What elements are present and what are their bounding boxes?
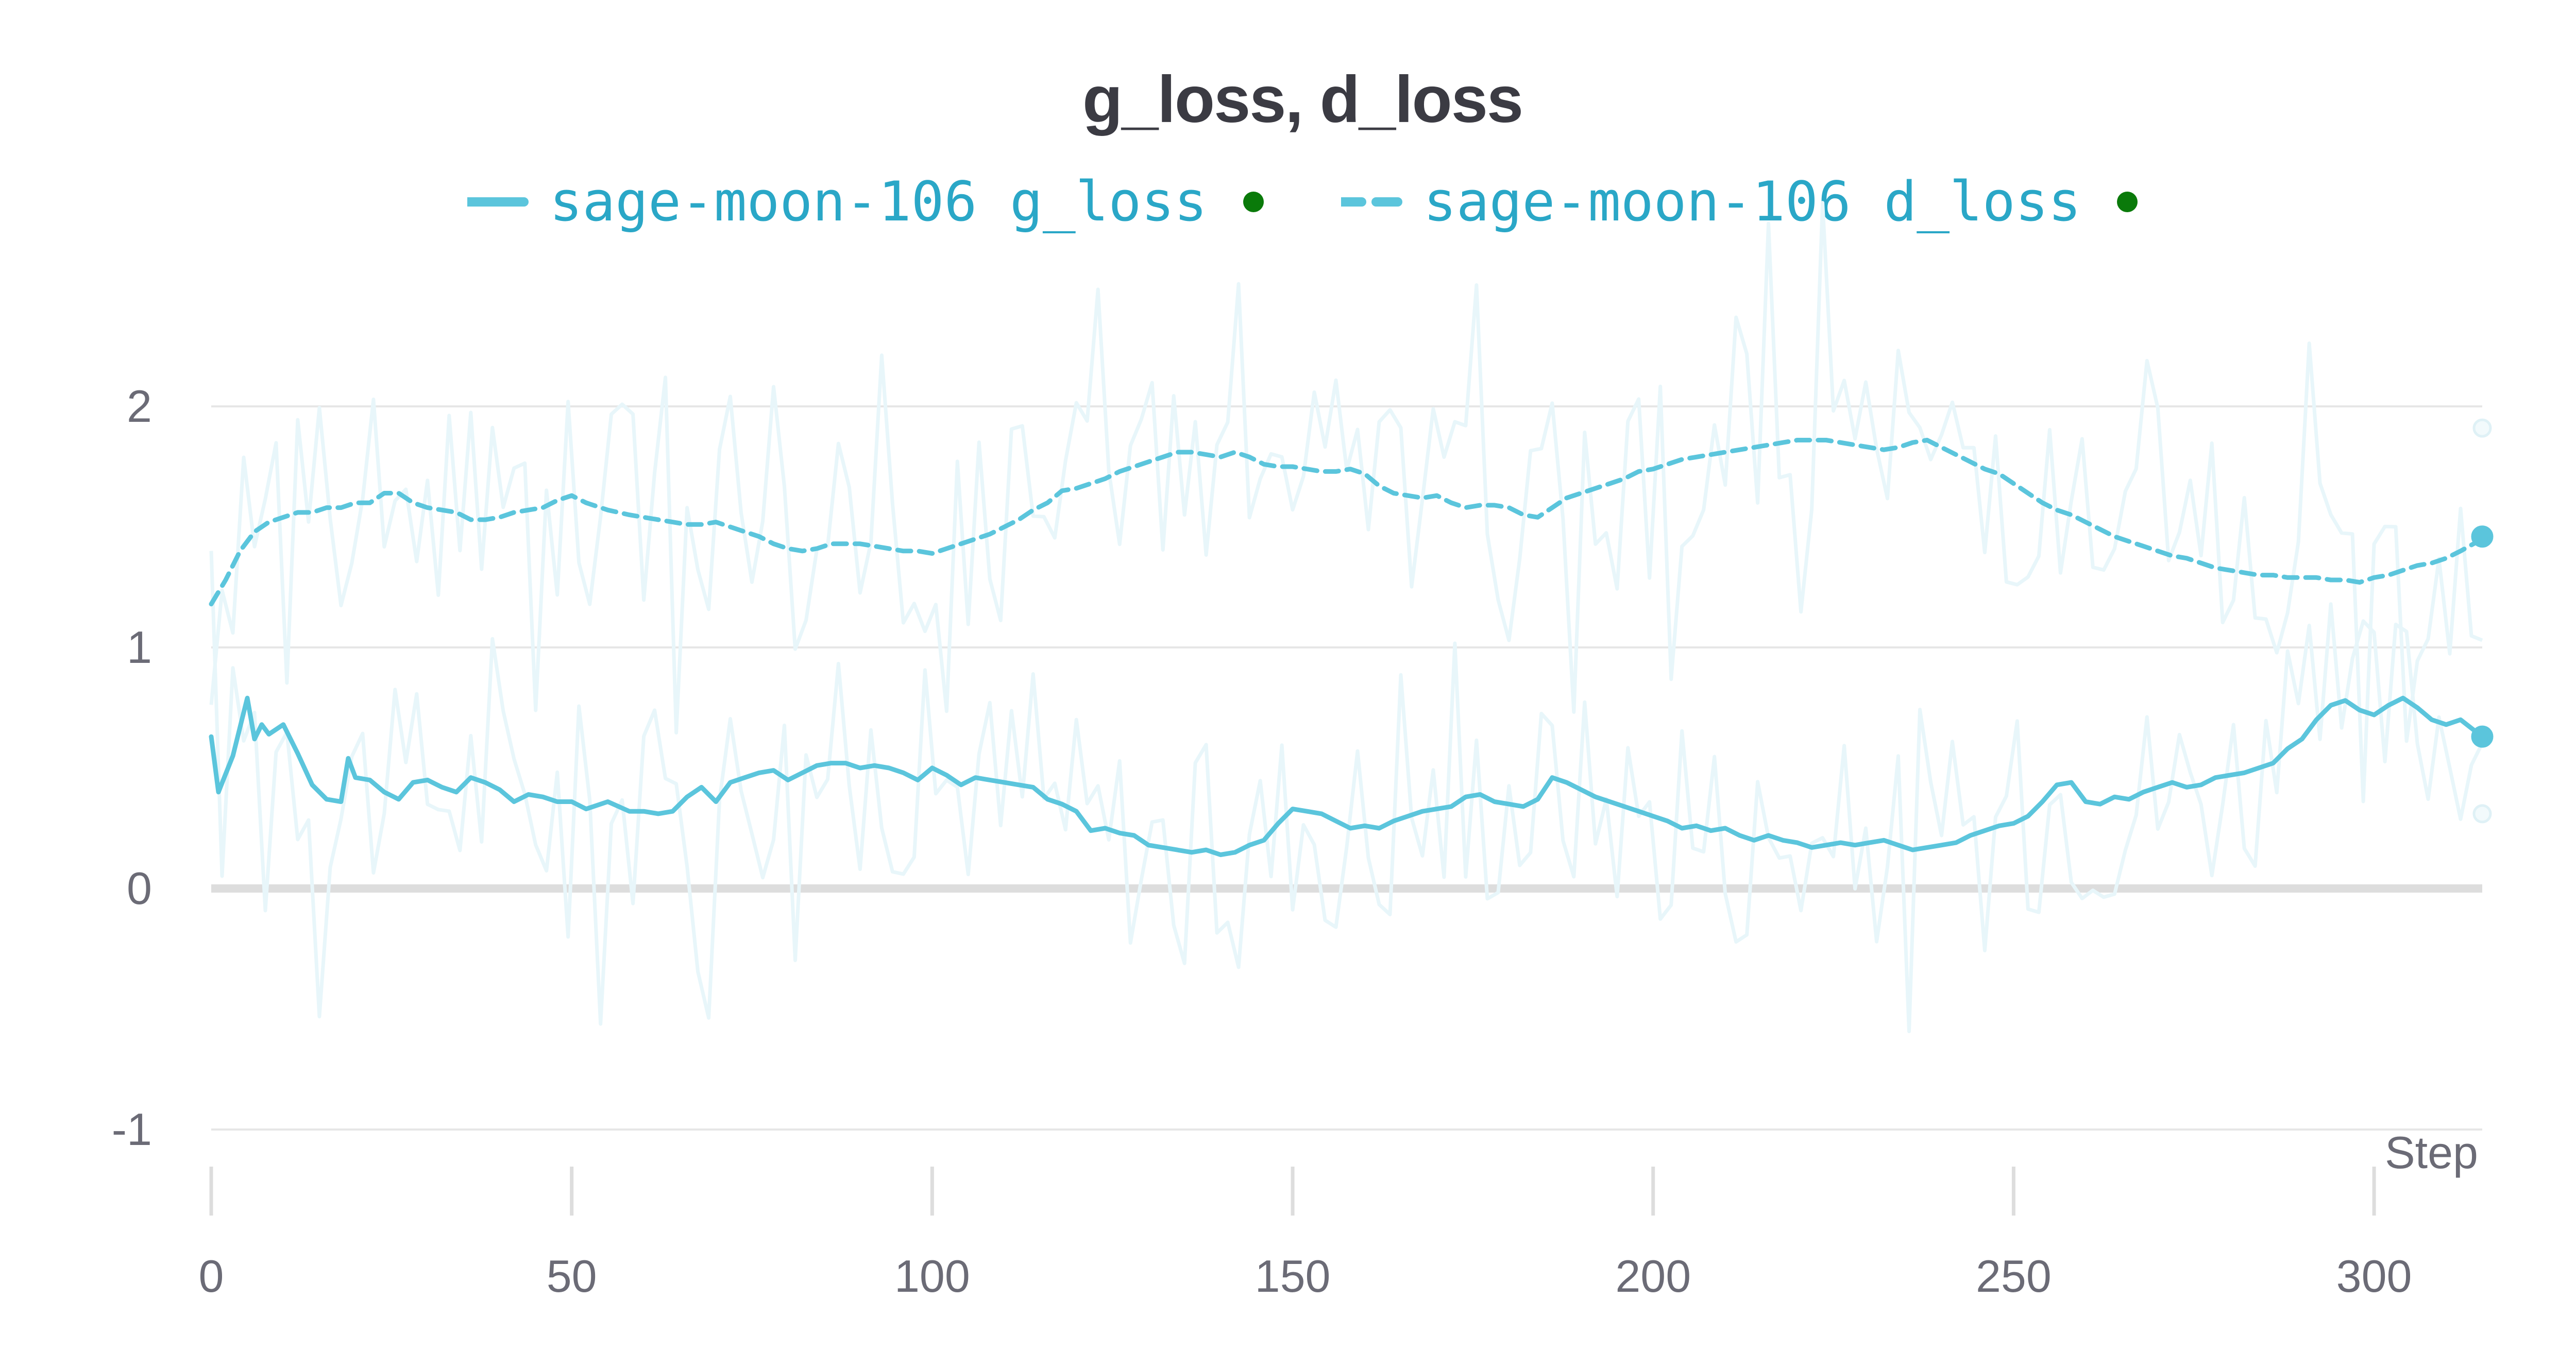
legend-label-d-loss: sage-moon-106 d_loss bbox=[1423, 170, 2081, 233]
legend-swatch-solid bbox=[467, 197, 529, 207]
y-tick-label: 1 bbox=[127, 622, 152, 673]
x-tick-label: 50 bbox=[547, 1251, 597, 1302]
raw-noise-layer bbox=[209, 201, 2484, 1033]
run-status-dot-icon bbox=[2117, 191, 2138, 212]
y-tick-label: 0 bbox=[127, 863, 152, 914]
legend-entry-g-loss[interactable]: sage-moon-106 g_loss bbox=[467, 170, 1264, 233]
grid-layer bbox=[211, 405, 2482, 1131]
legend-entry-d-loss[interactable]: sage-moon-106 d_loss bbox=[1341, 170, 2138, 233]
x-tick-label: 0 bbox=[199, 1251, 224, 1302]
legend: sage-moon-106 g_loss sage-moon-106 d_los… bbox=[0, 170, 2576, 233]
raw-trace bbox=[209, 551, 2484, 1033]
legend-label-g-loss: sage-moon-106 g_loss bbox=[549, 170, 1207, 233]
chart-title: g_loss, d_loss bbox=[1082, 63, 1523, 136]
axis-layer: -1 0 1 2 0 50 100 150 200 250 300 Step bbox=[112, 381, 2478, 1302]
raw-endpoint-marker bbox=[2472, 418, 2492, 438]
run-status-dot-icon bbox=[1243, 191, 1264, 212]
series-layer bbox=[209, 438, 2485, 857]
y-tick-label: -1 bbox=[112, 1104, 152, 1155]
series-line-g-loss bbox=[209, 695, 2485, 857]
x-tick-label: 300 bbox=[2336, 1251, 2412, 1302]
x-tick-label: 200 bbox=[1615, 1251, 1691, 1302]
x-axis-label: Step bbox=[2385, 1127, 2478, 1178]
series-line-d-loss bbox=[209, 438, 2485, 607]
x-tick-label: 150 bbox=[1255, 1251, 1331, 1302]
series-endpoint-marker bbox=[2471, 725, 2494, 748]
raw-endpoint-marker bbox=[2472, 804, 2492, 824]
x-tick-label: 250 bbox=[1976, 1251, 2052, 1302]
y-tick-label: 2 bbox=[127, 381, 152, 432]
series-endpoint-marker bbox=[2471, 525, 2494, 548]
legend-swatch-dashed bbox=[1341, 197, 1402, 207]
x-tick-label: 100 bbox=[894, 1251, 970, 1302]
endpoint-marker-layer bbox=[2471, 418, 2494, 824]
